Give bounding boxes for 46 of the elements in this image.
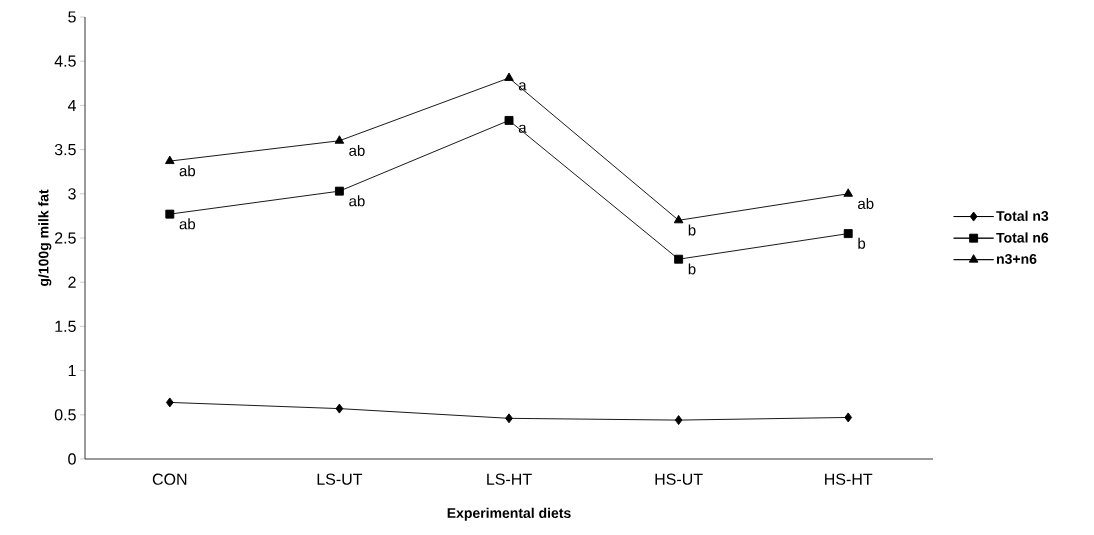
annotation: b — [688, 263, 696, 275]
point — [673, 214, 684, 224]
annotation: ab — [179, 165, 196, 177]
annotation: ab — [858, 198, 874, 210]
annotation: ab — [349, 195, 365, 207]
y-tick-label: 5 — [68, 11, 76, 23]
point — [844, 412, 853, 423]
y-tick-label: 3 — [68, 188, 76, 200]
point — [334, 186, 344, 196]
point — [165, 397, 174, 408]
y-tick-label: 1 — [68, 365, 76, 377]
y-tick-label: 0.5 — [54, 409, 76, 421]
y-tick-label: 2 — [68, 276, 76, 288]
legend-label: n3+n6 — [997, 254, 1037, 264]
point — [334, 135, 345, 144]
x-tick-label: LS-HT — [487, 473, 532, 485]
x-tick-label: HS-UT — [655, 473, 703, 485]
legend-label: Total n3 — [996, 210, 1049, 222]
annotation: a — [518, 124, 527, 133]
point — [843, 188, 853, 197]
annotation: b — [688, 224, 696, 236]
y-tick-label: 3.5 — [54, 143, 76, 156]
y-tick-label: 4.5 — [54, 55, 76, 67]
point — [843, 229, 853, 239]
y-tick-label: 4 — [67, 99, 76, 111]
point — [504, 72, 514, 81]
y-tick-label: 2.5 — [55, 232, 76, 244]
point — [504, 115, 514, 125]
annotation: ab — [179, 218, 196, 230]
y-tick-label: 1.5 — [55, 320, 76, 332]
x-axis-title: Experimental diets — [447, 507, 571, 521]
point — [674, 415, 683, 426]
point — [674, 254, 684, 264]
annotation: b — [858, 237, 866, 249]
annotation: a — [518, 82, 527, 91]
y-tick-label: 0 — [68, 453, 76, 465]
x-tick-label: CON — [152, 473, 187, 485]
legend-label: Total n6 — [996, 232, 1049, 243]
x-tick-label: LS-UT — [317, 473, 363, 485]
y-axis-title: g/100g milk fat — [38, 189, 52, 287]
point — [335, 403, 344, 414]
x-tick-label: HS-HT — [825, 473, 873, 485]
point — [165, 209, 175, 219]
point — [505, 413, 513, 424]
point — [165, 155, 175, 165]
annotation: ab — [349, 144, 365, 156]
